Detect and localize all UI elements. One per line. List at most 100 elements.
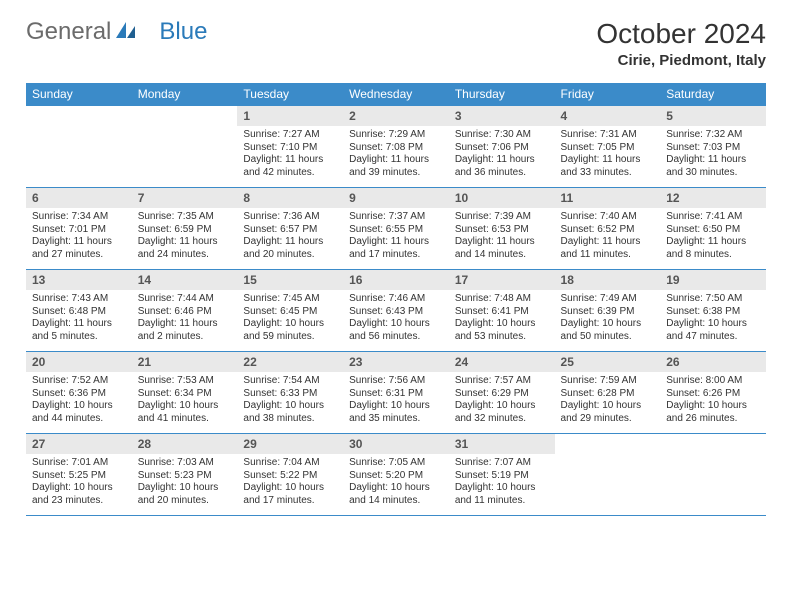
calendar-week-row: 6Sunrise: 7:34 AMSunset: 7:01 PMDaylight… (26, 188, 766, 270)
sunrise-line: Sunrise: 7:53 AM (138, 375, 232, 388)
sunrise-line: Sunrise: 7:37 AM (349, 211, 443, 224)
sunrise-line: Sunrise: 7:31 AM (561, 129, 655, 142)
day-number: 6 (26, 188, 132, 208)
sunset-line: Sunset: 6:34 PM (138, 388, 232, 401)
sunset-line: Sunset: 6:46 PM (138, 306, 232, 319)
daylight-line: Daylight: 10 hours and 41 minutes. (138, 400, 232, 425)
calendar-day-cell: 2Sunrise: 7:29 AMSunset: 7:08 PMDaylight… (343, 106, 449, 188)
sunset-line: Sunset: 7:06 PM (455, 142, 549, 155)
sunset-line: Sunset: 6:36 PM (32, 388, 126, 401)
daylight-line: Daylight: 10 hours and 26 minutes. (666, 400, 760, 425)
calendar-day-cell: 1Sunrise: 7:27 AMSunset: 7:10 PMDaylight… (237, 106, 343, 188)
sunset-line: Sunset: 7:01 PM (32, 224, 126, 237)
sunset-line: Sunset: 5:20 PM (349, 470, 443, 483)
calendar-day-cell: 28Sunrise: 7:03 AMSunset: 5:23 PMDayligh… (132, 434, 238, 516)
day-number: 18 (555, 270, 661, 290)
day-number: 2 (343, 106, 449, 126)
daylight-line: Daylight: 10 hours and 20 minutes. (138, 482, 232, 507)
sunset-line: Sunset: 5:19 PM (455, 470, 549, 483)
day-number: 11 (555, 188, 661, 208)
sunrise-line: Sunrise: 7:29 AM (349, 129, 443, 142)
day-number: 19 (660, 270, 766, 290)
sunrise-line: Sunrise: 7:48 AM (455, 293, 549, 306)
calendar-day-cell: 20Sunrise: 7:52 AMSunset: 6:36 PMDayligh… (26, 352, 132, 434)
day-body: Sunrise: 7:05 AMSunset: 5:20 PMDaylight:… (343, 454, 449, 515)
calendar-day-cell: 23Sunrise: 7:56 AMSunset: 6:31 PMDayligh… (343, 352, 449, 434)
day-body: Sunrise: 7:59 AMSunset: 6:28 PMDaylight:… (555, 372, 661, 433)
sunset-line: Sunset: 6:57 PM (243, 224, 337, 237)
day-number: 7 (132, 188, 238, 208)
day-body: Sunrise: 7:40 AMSunset: 6:52 PMDaylight:… (555, 208, 661, 269)
calendar-table: Sunday Monday Tuesday Wednesday Thursday… (26, 83, 766, 516)
daylight-line: Daylight: 10 hours and 17 minutes. (243, 482, 337, 507)
sunrise-line: Sunrise: 7:32 AM (666, 129, 760, 142)
daylight-line: Daylight: 11 hours and 39 minutes. (349, 154, 443, 179)
weekday-header: Saturday (660, 83, 766, 106)
calendar-day-cell: 29Sunrise: 7:04 AMSunset: 5:22 PMDayligh… (237, 434, 343, 516)
day-body: Sunrise: 7:57 AMSunset: 6:29 PMDaylight:… (449, 372, 555, 433)
day-body: Sunrise: 7:54 AMSunset: 6:33 PMDaylight:… (237, 372, 343, 433)
day-number: 23 (343, 352, 449, 372)
sunset-line: Sunset: 6:45 PM (243, 306, 337, 319)
sunrise-line: Sunrise: 7:03 AM (138, 457, 232, 470)
calendar-week-row: 20Sunrise: 7:52 AMSunset: 6:36 PMDayligh… (26, 352, 766, 434)
sunset-line: Sunset: 6:48 PM (32, 306, 126, 319)
calendar-day-cell: 4Sunrise: 7:31 AMSunset: 7:05 PMDaylight… (555, 106, 661, 188)
sunrise-line: Sunrise: 8:00 AM (666, 375, 760, 388)
sunrise-line: Sunrise: 7:07 AM (455, 457, 549, 470)
day-body: Sunrise: 7:46 AMSunset: 6:43 PMDaylight:… (343, 290, 449, 351)
sunrise-line: Sunrise: 7:46 AM (349, 293, 443, 306)
day-body: Sunrise: 7:44 AMSunset: 6:46 PMDaylight:… (132, 290, 238, 351)
calendar-day-cell: 3Sunrise: 7:30 AMSunset: 7:06 PMDaylight… (449, 106, 555, 188)
calendar-week-row: ....1Sunrise: 7:27 AMSunset: 7:10 PMDayl… (26, 106, 766, 188)
daylight-line: Daylight: 10 hours and 35 minutes. (349, 400, 443, 425)
calendar-day-cell: 17Sunrise: 7:48 AMSunset: 6:41 PMDayligh… (449, 270, 555, 352)
calendar-week-row: 13Sunrise: 7:43 AMSunset: 6:48 PMDayligh… (26, 270, 766, 352)
day-number: 24 (449, 352, 555, 372)
day-body: Sunrise: 7:01 AMSunset: 5:25 PMDaylight:… (26, 454, 132, 515)
logo-text-2: Blue (159, 18, 207, 46)
weekday-header: Tuesday (237, 83, 343, 106)
daylight-line: Daylight: 10 hours and 32 minutes. (455, 400, 549, 425)
calendar-day-cell: .. (132, 106, 238, 188)
sunrise-line: Sunrise: 7:54 AM (243, 375, 337, 388)
daylight-line: Daylight: 10 hours and 44 minutes. (32, 400, 126, 425)
day-body: Sunrise: 7:07 AMSunset: 5:19 PMDaylight:… (449, 454, 555, 515)
weekday-header: Wednesday (343, 83, 449, 106)
day-number: 8 (237, 188, 343, 208)
day-body: Sunrise: 7:48 AMSunset: 6:41 PMDaylight:… (449, 290, 555, 351)
sunrise-line: Sunrise: 7:36 AM (243, 211, 337, 224)
sunrise-line: Sunrise: 7:39 AM (455, 211, 549, 224)
day-number: 17 (449, 270, 555, 290)
sunset-line: Sunset: 6:28 PM (561, 388, 655, 401)
calendar-day-cell: 14Sunrise: 7:44 AMSunset: 6:46 PMDayligh… (132, 270, 238, 352)
day-body: Sunrise: 7:41 AMSunset: 6:50 PMDaylight:… (660, 208, 766, 269)
day-body: Sunrise: 7:43 AMSunset: 6:48 PMDaylight:… (26, 290, 132, 351)
day-body: Sunrise: 7:49 AMSunset: 6:39 PMDaylight:… (555, 290, 661, 351)
daylight-line: Daylight: 10 hours and 50 minutes. (561, 318, 655, 343)
day-body: Sunrise: 7:56 AMSunset: 6:31 PMDaylight:… (343, 372, 449, 433)
day-number: 5 (660, 106, 766, 126)
day-number: 20 (26, 352, 132, 372)
sunrise-line: Sunrise: 7:43 AM (32, 293, 126, 306)
calendar-day-cell: 27Sunrise: 7:01 AMSunset: 5:25 PMDayligh… (26, 434, 132, 516)
day-body: Sunrise: 7:37 AMSunset: 6:55 PMDaylight:… (343, 208, 449, 269)
calendar-day-cell: 8Sunrise: 7:36 AMSunset: 6:57 PMDaylight… (237, 188, 343, 270)
day-number: 31 (449, 434, 555, 454)
location: Cirie, Piedmont, Italy (596, 52, 766, 69)
sunset-line: Sunset: 6:53 PM (455, 224, 549, 237)
day-body: Sunrise: 7:45 AMSunset: 6:45 PMDaylight:… (237, 290, 343, 351)
day-body: Sunrise: 7:53 AMSunset: 6:34 PMDaylight:… (132, 372, 238, 433)
daylight-line: Daylight: 10 hours and 38 minutes. (243, 400, 337, 425)
sunrise-line: Sunrise: 7:30 AM (455, 129, 549, 142)
day-body: Sunrise: 7:29 AMSunset: 7:08 PMDaylight:… (343, 126, 449, 187)
daylight-line: Daylight: 10 hours and 53 minutes. (455, 318, 549, 343)
sunset-line: Sunset: 7:05 PM (561, 142, 655, 155)
calendar-day-cell: 21Sunrise: 7:53 AMSunset: 6:34 PMDayligh… (132, 352, 238, 434)
sunset-line: Sunset: 6:29 PM (455, 388, 549, 401)
sunset-line: Sunset: 6:59 PM (138, 224, 232, 237)
weekday-header: Monday (132, 83, 238, 106)
day-number: 9 (343, 188, 449, 208)
day-number: 21 (132, 352, 238, 372)
day-body: Sunrise: 7:31 AMSunset: 7:05 PMDaylight:… (555, 126, 661, 187)
